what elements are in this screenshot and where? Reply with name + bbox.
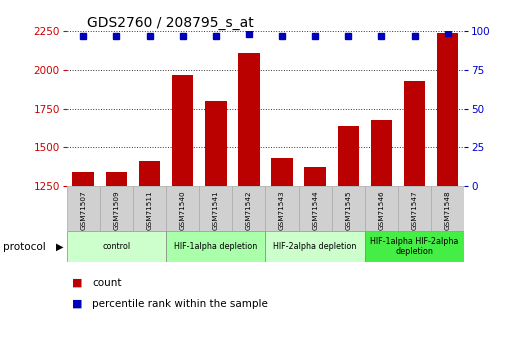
Text: GSM71547: GSM71547 — [411, 190, 418, 229]
Text: protocol: protocol — [3, 242, 45, 252]
Bar — [205, 101, 227, 186]
Text: GDS2760 / 208795_s_at: GDS2760 / 208795_s_at — [87, 16, 253, 30]
Text: GSM71546: GSM71546 — [379, 190, 384, 229]
Bar — [199, 186, 232, 231]
Text: GSM71507: GSM71507 — [80, 190, 86, 229]
Bar — [166, 186, 199, 231]
Bar — [232, 186, 265, 231]
Bar — [437, 33, 459, 186]
Bar — [67, 231, 166, 262]
Bar — [332, 186, 365, 231]
Text: GSM71509: GSM71509 — [113, 190, 120, 229]
Text: GSM71540: GSM71540 — [180, 190, 186, 229]
Bar — [271, 158, 293, 186]
Text: GSM71545: GSM71545 — [345, 190, 351, 229]
Bar — [67, 186, 100, 231]
Text: GSM71544: GSM71544 — [312, 190, 318, 229]
Bar — [166, 231, 265, 262]
Text: GSM71542: GSM71542 — [246, 190, 252, 229]
Bar — [365, 231, 464, 262]
Text: count: count — [92, 278, 122, 288]
Bar — [398, 186, 431, 231]
Bar — [133, 186, 166, 231]
Text: HIF-1alpha HIF-2alpha
depletion: HIF-1alpha HIF-2alpha depletion — [370, 237, 459, 256]
Bar — [299, 186, 332, 231]
Bar — [238, 53, 260, 186]
Bar — [106, 171, 127, 186]
Bar — [172, 75, 193, 186]
Bar — [404, 81, 425, 186]
Text: ■: ■ — [72, 299, 82, 308]
Bar — [365, 186, 398, 231]
Bar — [338, 126, 359, 186]
Bar — [371, 119, 392, 186]
Text: ▶: ▶ — [56, 242, 64, 252]
Bar — [72, 172, 94, 186]
Bar — [431, 186, 464, 231]
Bar — [304, 167, 326, 186]
Bar — [265, 186, 299, 231]
Bar — [265, 231, 365, 262]
Bar — [100, 186, 133, 231]
Text: GSM71541: GSM71541 — [213, 190, 219, 229]
Text: ■: ■ — [72, 278, 82, 288]
Text: GSM71543: GSM71543 — [279, 190, 285, 229]
Bar — [139, 161, 160, 186]
Text: HIF-1alpha depletion: HIF-1alpha depletion — [174, 242, 258, 251]
Text: control: control — [102, 242, 130, 251]
Text: HIF-2alpha depletion: HIF-2alpha depletion — [273, 242, 357, 251]
Text: percentile rank within the sample: percentile rank within the sample — [92, 299, 268, 308]
Text: GSM71511: GSM71511 — [147, 190, 152, 229]
Text: GSM71548: GSM71548 — [445, 190, 451, 229]
